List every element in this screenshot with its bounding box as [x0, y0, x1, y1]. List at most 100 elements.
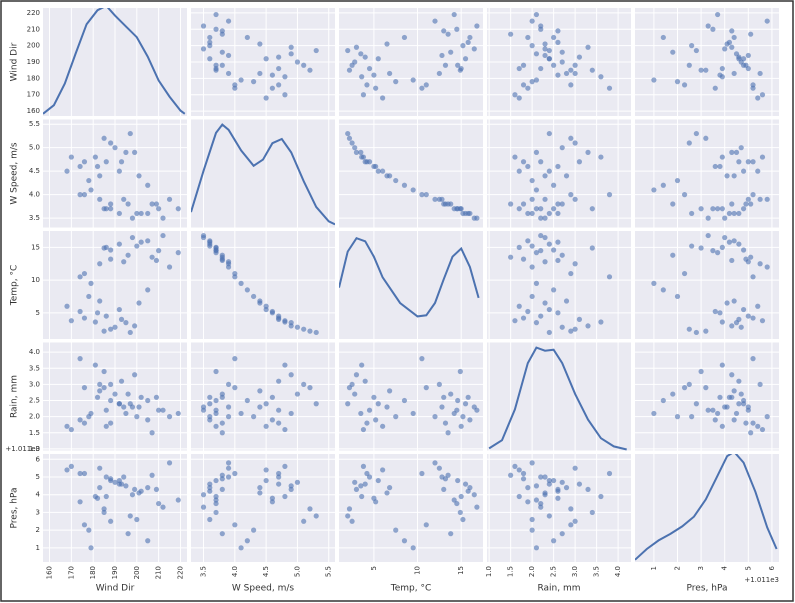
scatter-point: [219, 252, 225, 258]
scatter-point: [219, 28, 225, 34]
scatter-point: [123, 410, 129, 417]
scatter-point: [670, 252, 676, 258]
scatter-point: [516, 65, 522, 72]
scatter-point: [441, 28, 447, 34]
scatter-point: [393, 527, 399, 533]
scatter-point: [276, 82, 282, 88]
scatter-point: [533, 497, 540, 503]
scatter-point: [533, 320, 540, 326]
x-tick-label: 5.5: [325, 566, 333, 577]
scatter-point: [722, 234, 728, 241]
y-axis-title: Rain, mm: [10, 375, 20, 418]
scatter-point: [705, 215, 711, 221]
scatter-point: [225, 465, 232, 471]
y-tick-label: 6: [36, 455, 41, 463]
scatter-point: [750, 159, 756, 165]
scatter-point: [410, 187, 416, 193]
panel: [43, 231, 187, 339]
scatter-point: [670, 49, 676, 55]
scatter-point: [686, 140, 692, 146]
scatter-point: [559, 49, 565, 55]
scatter-point: [251, 293, 257, 300]
scatter-point: [660, 287, 666, 293]
scatter-point: [538, 248, 544, 254]
scatter-point: [219, 49, 225, 55]
scatter-point: [703, 67, 709, 73]
scatter-point: [736, 401, 742, 407]
scatter-point: [710, 206, 716, 212]
scatter-point: [153, 394, 160, 400]
scatter-point: [445, 472, 451, 478]
x-tick-label: 5: [370, 566, 378, 570]
scatter-point: [219, 420, 225, 426]
scatter-point: [160, 232, 166, 239]
scatter-point: [213, 11, 219, 18]
scatter-point: [112, 479, 118, 485]
scatter-point: [432, 18, 438, 24]
scatter-point: [127, 513, 133, 519]
scatter-point: [529, 527, 535, 533]
y-tick-label: 190: [27, 58, 40, 66]
scatter-point: [555, 39, 561, 45]
y-tick-label: 2.0: [29, 413, 40, 421]
scatter-point: [77, 499, 83, 505]
scatter-point: [525, 238, 531, 244]
scatter-point: [225, 18, 232, 24]
scatter-point: [207, 414, 213, 420]
scatter-point: [358, 51, 364, 57]
scatter-point: [380, 95, 386, 101]
panel-background: [191, 342, 335, 451]
scatter-point: [97, 485, 103, 491]
scatter-point: [542, 474, 548, 480]
scatter-point: [674, 293, 681, 300]
scatter-point: [533, 206, 540, 212]
scatter-point: [451, 497, 457, 503]
scatter-point: [92, 493, 98, 500]
scatter-point: [156, 206, 162, 212]
y-tick-label: 200: [27, 42, 40, 50]
y-tick-label: 5: [36, 309, 40, 317]
scatter-point: [269, 394, 275, 400]
scatter-point: [160, 215, 166, 221]
scatter-point: [207, 516, 213, 523]
scatter-point: [529, 79, 535, 85]
scatter-point: [568, 67, 574, 73]
x-tick-label: 15: [457, 566, 465, 575]
scatter-point: [419, 356, 425, 362]
scatter-point: [733, 410, 740, 417]
scatter-point: [393, 177, 399, 184]
scatter-point: [717, 394, 723, 400]
scatter-point: [108, 420, 114, 426]
scatter-point: [551, 538, 557, 544]
scatter-point: [232, 470, 238, 477]
scatter-point: [542, 259, 548, 265]
scatter-point: [276, 420, 282, 426]
scatter-point: [345, 401, 351, 407]
scatter-point: [703, 328, 709, 334]
scatter-point: [726, 210, 733, 217]
scatter-point: [432, 460, 438, 466]
scatter-point: [64, 168, 70, 174]
scatter-point: [764, 264, 770, 270]
scatter-point: [97, 381, 103, 388]
scatter-point: [134, 210, 140, 217]
scatter-point: [462, 481, 469, 487]
scatter-point: [92, 154, 98, 160]
scatter-point: [244, 397, 250, 404]
offset-label: +1.011e3: [5, 445, 40, 453]
scatter-point: [439, 196, 445, 202]
scatter-point: [103, 159, 109, 165]
scatter-point: [257, 298, 263, 304]
scatter-point: [585, 323, 591, 329]
scatter-point: [373, 85, 379, 91]
x-tick-label: 1.0: [485, 566, 493, 577]
scatter-point: [731, 417, 737, 423]
x-tick-label: 2: [673, 566, 681, 570]
scatter-point: [512, 154, 518, 160]
scatter-point: [123, 320, 129, 326]
panel: [43, 8, 187, 116]
scatter-point: [136, 300, 142, 306]
panel: [635, 342, 779, 451]
scatter-point: [145, 210, 151, 217]
scatter-point: [693, 329, 699, 336]
